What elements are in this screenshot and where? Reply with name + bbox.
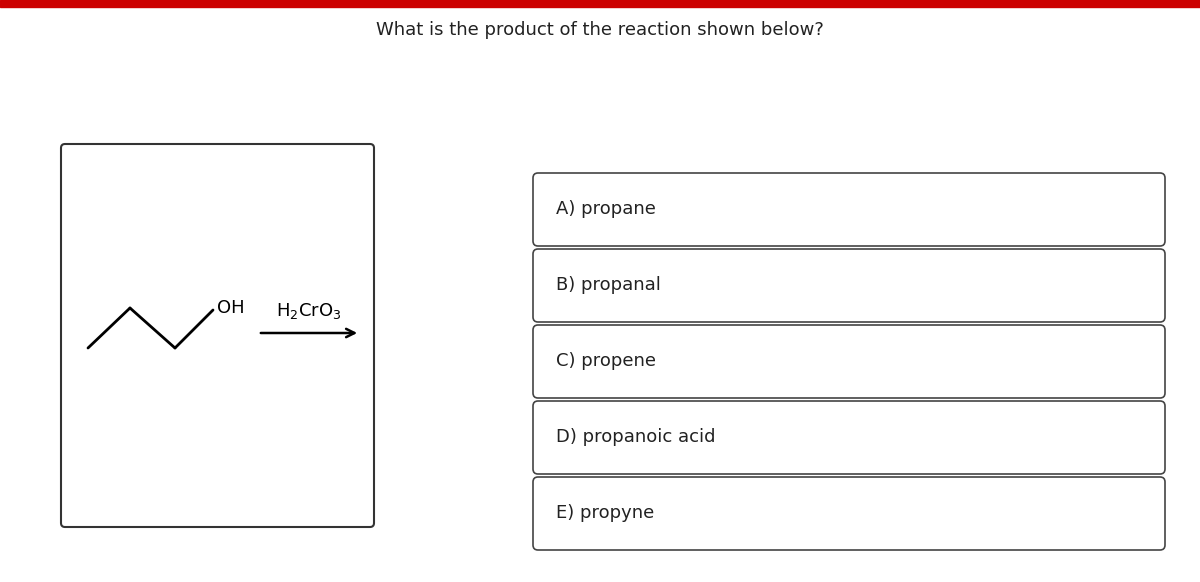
Text: B) propanal: B) propanal: [556, 276, 661, 294]
Text: D) propanoic acid: D) propanoic acid: [556, 428, 715, 446]
Text: What is the product of the reaction shown below?: What is the product of the reaction show…: [376, 21, 824, 39]
FancyBboxPatch shape: [61, 144, 374, 527]
Text: E) propyne: E) propyne: [556, 505, 654, 523]
Bar: [0, 0, 1200, 7]
FancyBboxPatch shape: [533, 401, 1165, 474]
FancyBboxPatch shape: [533, 249, 1165, 322]
Text: OH: OH: [217, 299, 245, 317]
Text: H$_2$CrO$_3$: H$_2$CrO$_3$: [276, 301, 342, 321]
Text: C) propene: C) propene: [556, 353, 656, 371]
FancyBboxPatch shape: [533, 477, 1165, 550]
FancyBboxPatch shape: [533, 325, 1165, 398]
Text: A) propane: A) propane: [556, 201, 656, 218]
FancyBboxPatch shape: [533, 173, 1165, 246]
